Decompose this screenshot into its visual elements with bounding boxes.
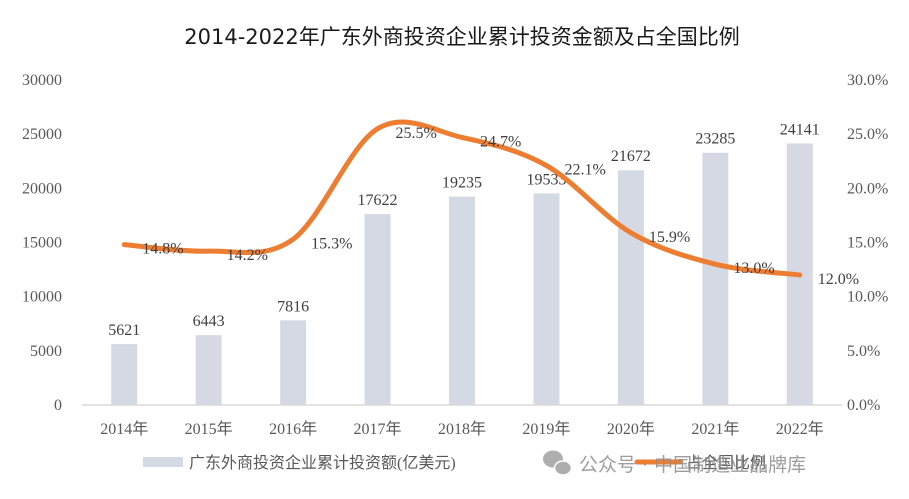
bar	[195, 335, 222, 405]
bar-value-label: 21672	[611, 148, 651, 165]
legend-bar-swatch	[143, 457, 183, 467]
bar-value-label: 5621	[108, 322, 140, 339]
bar-value-label: 19235	[442, 175, 482, 192]
legend-bar-label: 广东外商投资企业累计投资额(亿美元)	[189, 454, 456, 472]
chart-title: 2014-2022年广东外商投资企业累计投资金额及占全国比例	[184, 25, 739, 49]
right-y-tick-label: 20.0%	[847, 180, 888, 197]
left-y-tick-label: 5000	[30, 343, 62, 360]
left-y-tick-label: 10000	[22, 289, 62, 306]
right-y-axis: 0.0% 5.0% 10.0% 15.0% 20.0% 25.0% 30.0%	[847, 72, 888, 414]
bar-value-label: 23285	[695, 131, 735, 148]
bar-value-label: 6443	[193, 313, 225, 330]
bar-value-label: 17622	[358, 192, 398, 209]
x-tick-label: 2017年	[354, 420, 402, 438]
left-y-tick-label: 30000	[22, 72, 62, 89]
x-tick-label: 2015年	[185, 420, 233, 438]
left-y-axis: 0 5000 10000 15000 20000 25000 30000	[22, 72, 62, 414]
left-y-tick-label: 15000	[22, 235, 62, 252]
bar-value-label: 24141	[780, 121, 820, 138]
x-tick-label: 2020年	[607, 420, 655, 438]
bar-value-label: 7816	[277, 298, 309, 315]
bar-value-label: 19533	[526, 171, 566, 188]
line-value-label: 14.2%	[227, 247, 268, 264]
bar	[617, 170, 644, 405]
right-y-tick-label: 25.0%	[847, 126, 888, 143]
bar	[364, 214, 391, 405]
bar	[449, 196, 475, 405]
bar	[280, 320, 307, 405]
right-y-tick-label: 15.0%	[847, 235, 888, 252]
bar-data-labels: 5621 6443 7816 17622 19235 19533 21672 23285 241…	[108, 121, 820, 339]
x-tick-label: 2014年	[100, 420, 148, 438]
line-value-label: 15.3%	[311, 235, 352, 252]
bar	[533, 193, 560, 405]
x-tick-label: 2019年	[522, 420, 570, 438]
right-y-tick-label: 5.0%	[847, 343, 880, 360]
right-y-tick-label: 10.0%	[847, 289, 888, 306]
legend: 广东外商投资企业累计投资额(亿美元) 占全国比例	[143, 454, 766, 472]
line-value-label: 12.0%	[818, 271, 859, 288]
x-tick-label: 2022年	[776, 420, 824, 438]
right-y-tick-label: 30.0%	[847, 72, 888, 89]
watermark: 公众号 · 中国制造业品牌库	[543, 450, 806, 476]
wechat-icon	[543, 450, 573, 476]
x-tick-label: 2016年	[269, 420, 317, 438]
x-tick-label: 2021年	[691, 420, 739, 438]
ratio-line	[121, 119, 803, 278]
x-tick-label: 2018年	[438, 420, 486, 438]
line-value-label: 22.1%	[564, 162, 605, 179]
legend-line-label: 占全国比例	[686, 454, 766, 472]
watermark-text: 公众号 · 中国制造业品牌库	[579, 454, 806, 476]
line-data-labels: 14.8% 14.2% 15.3% 25.5% 24.7% 22.1% 15.9% 13.0%…	[142, 125, 859, 288]
line-value-label: 14.8%	[142, 241, 183, 258]
left-y-tick-label: 0	[54, 397, 62, 414]
right-y-tick-label: 0.0%	[847, 397, 880, 414]
x-axis: 2014年 2015年 2016年 2017年 2018年 2019年 2020年 2021年…	[100, 420, 824, 438]
line-value-label: 15.9%	[649, 229, 690, 246]
bar	[111, 344, 138, 405]
line-value-label: 25.5%	[396, 125, 437, 142]
left-y-tick-label: 25000	[22, 126, 62, 143]
line-value-label: 24.7%	[480, 133, 521, 150]
left-y-tick-label: 20000	[22, 180, 62, 197]
bar	[702, 152, 729, 405]
line-value-label: 13.0%	[733, 260, 774, 277]
